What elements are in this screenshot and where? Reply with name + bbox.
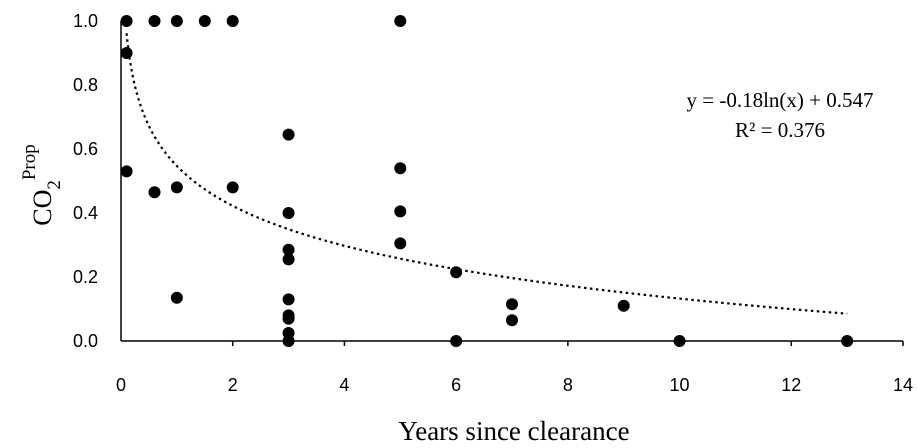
y-axis-title-main: CO <box>28 190 57 226</box>
data-point <box>282 293 295 306</box>
data-point <box>148 186 161 199</box>
y-tick-label: 0.2 <box>73 267 98 287</box>
y-tick-labels: 0.0 0.2 0.4 0.6 0.8 1.0 <box>73 11 98 351</box>
data-point <box>120 47 133 59</box>
x-tick-label: 12 <box>781 375 801 395</box>
data-point <box>282 207 295 219</box>
data-point <box>226 181 239 194</box>
data-point <box>506 298 518 311</box>
x-tick-label: 14 <box>893 375 913 395</box>
y-tick-label: 0.4 <box>73 203 98 223</box>
data-point <box>120 165 133 178</box>
data-point <box>450 266 463 279</box>
trendline-equation: y = -0.18ln(x) + 0.547 <box>686 88 873 112</box>
data-point <box>282 335 295 347</box>
data-points <box>120 15 854 347</box>
data-point <box>282 312 295 325</box>
trendline <box>125 33 848 315</box>
data-point <box>394 162 407 175</box>
data-point <box>282 128 295 141</box>
data-point <box>120 15 133 27</box>
data-point <box>394 237 407 250</box>
y-tick-label: 0.0 <box>73 331 98 351</box>
y-tick-label: 1.0 <box>73 11 98 31</box>
data-point <box>617 299 630 312</box>
x-tick-label: 10 <box>670 375 690 395</box>
data-point <box>394 15 407 27</box>
y-tick-label: 0.6 <box>73 139 98 159</box>
x-axis-title: Years since clearance <box>398 416 629 446</box>
data-point <box>198 15 211 27</box>
data-point <box>450 335 463 347</box>
y-axis-title-superscript: Prop <box>19 144 40 180</box>
data-point <box>170 15 183 27</box>
data-point <box>394 205 407 218</box>
y-axis-title-subscript: 2 <box>44 180 65 190</box>
data-point <box>673 335 686 347</box>
x-tick-label: 4 <box>339 375 349 395</box>
data-point <box>148 15 161 27</box>
x-tick-label: 0 <box>116 375 126 395</box>
x-tick-label: 2 <box>228 375 238 395</box>
data-point <box>506 314 518 327</box>
y-axis-title: CO2 Prop <box>19 144 65 226</box>
data-point <box>282 243 295 256</box>
x-tick-labels: 0 2 4 6 8 10 12 14 <box>116 375 913 395</box>
trendline-r-squared: R² = 0.376 <box>735 118 825 142</box>
data-point <box>170 291 183 304</box>
data-point <box>170 181 183 194</box>
y-tick-label: 0.8 <box>73 75 98 95</box>
data-point <box>282 253 295 266</box>
x-tick-label: 6 <box>451 375 461 395</box>
data-point <box>226 15 239 27</box>
data-point <box>841 335 854 347</box>
x-tick-label: 8 <box>563 375 573 395</box>
